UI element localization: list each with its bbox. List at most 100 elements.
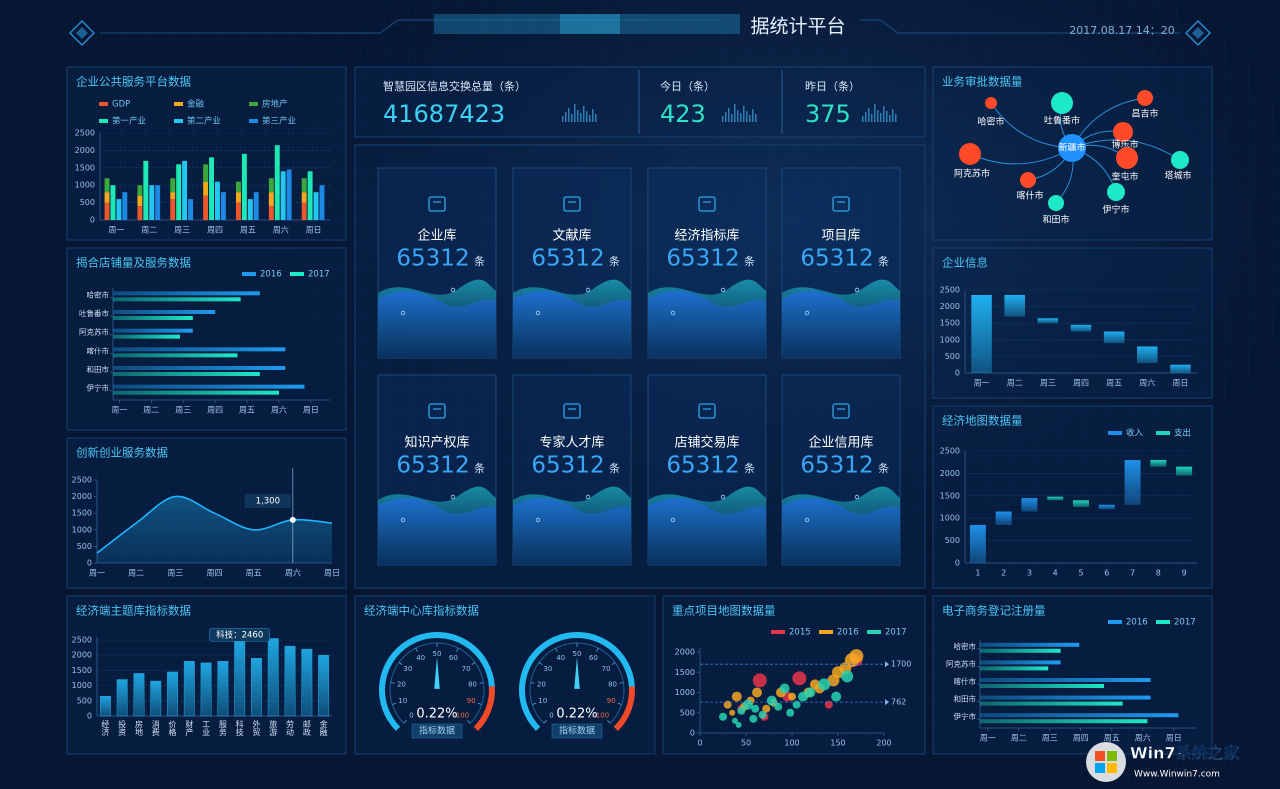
x-tick-label: 旅游 (269, 719, 278, 737)
bar (301, 178, 307, 193)
y-tick-label: 500 (77, 542, 92, 551)
y-tick-label: 喀什市 (954, 676, 977, 686)
bar (116, 199, 122, 220)
decor-bar (595, 114, 597, 122)
scatter-point (731, 717, 738, 724)
gauge-tick-label: 40 (556, 654, 565, 662)
decor-bar (895, 114, 897, 122)
x-tick-label: 周六 (1135, 733, 1151, 743)
network-node (1137, 90, 1153, 106)
legend-label: 金融 (187, 99, 205, 110)
scatter-point (752, 673, 767, 688)
wave (378, 290, 496, 358)
wave-dot (804, 310, 810, 316)
x-tick-label: 周二 (1007, 379, 1023, 388)
reference-label: 1700 (891, 660, 911, 669)
bar (170, 199, 176, 220)
reference-arrow (885, 661, 889, 668)
network-node (959, 143, 981, 165)
decor-bar (571, 114, 573, 122)
library-icon (832, 403, 850, 419)
header-datetime: 2017.08.17 14：20 (1069, 24, 1174, 37)
legend-label: 2015 (789, 628, 811, 638)
gauge-tick-label: 70 (462, 665, 471, 673)
gauge-tick-label: 10 (538, 697, 547, 705)
bar (104, 202, 110, 220)
reference-arrow (885, 699, 889, 706)
x-tick-label: 周二 (1011, 734, 1027, 743)
scatter-point (805, 687, 816, 698)
gauge-tick-label: 70 (602, 665, 611, 673)
x-tick-label: 周一 (111, 406, 127, 415)
x-tick-label: 周二 (128, 569, 144, 578)
scatter-point (818, 678, 831, 691)
legend-swatch (249, 102, 258, 106)
bar (176, 164, 182, 220)
scatter-point (723, 700, 732, 709)
scatter-point (779, 683, 790, 694)
x-tick-label: 7 (1130, 569, 1135, 578)
wave (513, 290, 631, 358)
y-tick-label: 0 (955, 559, 960, 568)
bar (971, 294, 992, 373)
x-tick-label: 5 (1078, 569, 1083, 578)
panel-title: 电子商务登记注册量 (942, 604, 1046, 618)
library-unit: 条 (474, 461, 485, 475)
watermark-logo (1095, 763, 1105, 773)
bar (1170, 364, 1191, 373)
scatter-point (737, 706, 746, 715)
gauge-readout: 0.22% (556, 707, 597, 722)
bar (980, 642, 1080, 647)
scatter-point (786, 708, 795, 717)
gauge-tick (555, 647, 558, 652)
x-tick-label: 3 (1027, 569, 1032, 578)
y-tick-label: 2000 (72, 492, 92, 501)
gauge-tick-label: 10 (398, 697, 407, 705)
bar (209, 157, 214, 220)
bar (116, 679, 128, 717)
gauge-tick (543, 720, 547, 724)
network-label: 伊宁市 (1102, 204, 1129, 216)
x-tick-label: 工业 (202, 720, 211, 736)
wave (648, 290, 766, 358)
wave-dot (450, 494, 456, 500)
x-tick-label: 价格 (168, 720, 177, 737)
wave-dot (804, 517, 810, 523)
wave-dot (400, 310, 406, 316)
x-tick-label: 周六 (1139, 378, 1155, 388)
library-icon (698, 403, 716, 419)
header-ornament (1192, 27, 1204, 39)
bar (301, 192, 307, 203)
bar (286, 169, 292, 220)
annotation-point (289, 516, 296, 523)
decor-bar (592, 109, 594, 122)
network-label: 哈密市 (977, 116, 1004, 128)
decor-bar (886, 111, 888, 122)
x-tick-label: 8 (1156, 569, 1161, 578)
x-tick-label: 周日 (1172, 379, 1188, 388)
library-name: 文献库 (552, 228, 591, 244)
scatter-point (766, 695, 777, 706)
legend-swatch (1156, 431, 1170, 435)
bar (253, 192, 259, 220)
gauge-caption: 指标数据 (559, 725, 595, 737)
x-tick-label: 劳动 (286, 719, 295, 737)
y-tick-label: 伊宁市 (87, 383, 110, 393)
x-tick-label: 金融 (319, 719, 328, 737)
network-node (1107, 183, 1125, 201)
legend-label: 2016 (260, 270, 282, 280)
bar (301, 202, 307, 220)
tooltip-label: 1,300 (256, 497, 280, 507)
bar (234, 641, 246, 717)
y-tick-label: 2000 (940, 302, 960, 311)
decor-bar (746, 111, 748, 122)
legend-swatch (867, 630, 881, 634)
bar (980, 713, 1179, 718)
x-tick-label: 邮政 (302, 719, 311, 737)
x-tick-label: 投资 (118, 719, 127, 737)
network-node (1048, 195, 1064, 211)
x-tick-label: 周三 (167, 569, 183, 578)
y-tick-label: 1500 (940, 491, 960, 500)
x-tick-label: 周三 (174, 226, 190, 235)
decor-bar (568, 108, 570, 122)
